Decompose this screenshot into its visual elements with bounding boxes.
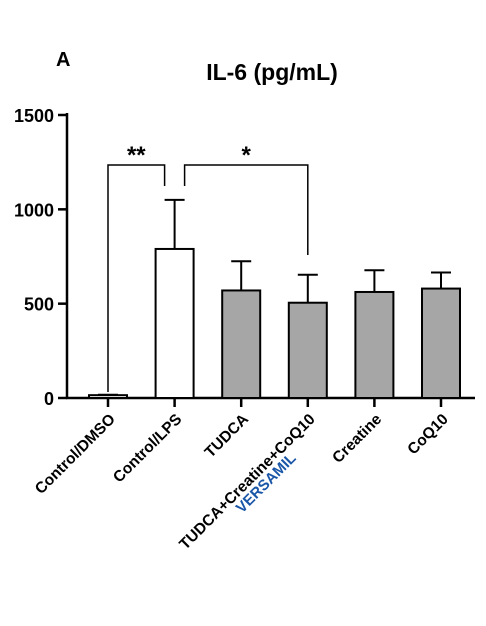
significance-label: * xyxy=(242,142,252,169)
x-axis xyxy=(66,396,475,407)
chart-title: IL-6 (pg/mL) xyxy=(206,59,338,85)
error-bars xyxy=(98,198,451,396)
y-tick-label: 500 xyxy=(24,295,54,315)
bar-2 xyxy=(154,247,195,399)
bars xyxy=(88,247,461,400)
significance-bracket xyxy=(107,164,166,392)
y-tick-label: 1500 xyxy=(14,106,54,126)
x-tick-label: TUDCA+Creatine+CoQ10 xyxy=(176,411,318,553)
x-tick-label: TUDCA xyxy=(202,411,252,461)
x-tick-label: Creatine xyxy=(329,411,385,467)
bar-4 xyxy=(287,301,328,399)
y-tick-label: 1000 xyxy=(14,200,54,220)
significance-label: ** xyxy=(127,142,146,169)
x-tick-label: Control/LPS xyxy=(110,411,185,486)
y-ticks: 0 500 1000 1500 xyxy=(14,106,67,409)
x-tick-label: CoQ10 xyxy=(404,411,451,458)
y-axis: 0 500 1000 1500 xyxy=(14,106,69,409)
bar-3 xyxy=(221,289,262,399)
bar-5 xyxy=(354,290,395,399)
significance-bracket xyxy=(183,164,309,255)
panel-label: A xyxy=(56,49,70,71)
x-tick-label: Control/DMSO xyxy=(32,411,119,498)
bar-6 xyxy=(421,287,461,399)
significance-brackets: ** * xyxy=(107,142,309,392)
x-ticks xyxy=(106,398,443,407)
y-tick-label: 0 xyxy=(44,389,54,409)
